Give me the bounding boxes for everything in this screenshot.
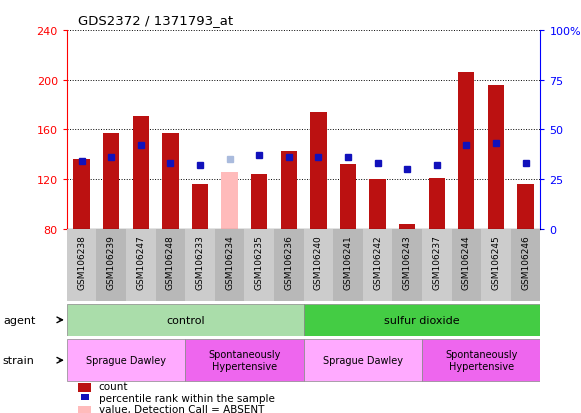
Bar bbox=[126, 229, 156, 301]
Text: GSM106237: GSM106237 bbox=[432, 235, 441, 290]
Text: percentile rank within the sample: percentile rank within the sample bbox=[99, 393, 275, 403]
Text: GSM106238: GSM106238 bbox=[77, 235, 86, 290]
Bar bbox=[185, 339, 304, 381]
Bar bbox=[511, 229, 540, 301]
Bar bbox=[245, 229, 274, 301]
Bar bbox=[274, 229, 304, 301]
Bar bbox=[488, 85, 504, 229]
Text: GSM106234: GSM106234 bbox=[225, 235, 234, 290]
Bar bbox=[156, 229, 185, 301]
Text: GSM106246: GSM106246 bbox=[521, 235, 530, 290]
Text: Sprague Dawley: Sprague Dawley bbox=[86, 355, 166, 366]
Bar bbox=[481, 229, 511, 301]
Bar bbox=[132, 116, 149, 229]
Text: GSM106236: GSM106236 bbox=[284, 235, 293, 290]
Bar bbox=[251, 175, 267, 229]
Bar bbox=[67, 339, 185, 381]
Bar bbox=[96, 229, 126, 301]
Text: GSM106245: GSM106245 bbox=[492, 235, 500, 290]
Text: GSM106242: GSM106242 bbox=[373, 235, 382, 290]
Bar bbox=[303, 339, 422, 381]
Text: GSM106241: GSM106241 bbox=[343, 235, 353, 290]
Bar bbox=[518, 185, 534, 229]
Bar bbox=[392, 229, 422, 301]
Bar bbox=[67, 304, 303, 336]
Bar bbox=[185, 229, 215, 301]
Bar bbox=[310, 113, 327, 229]
Bar bbox=[215, 229, 245, 301]
Text: agent: agent bbox=[3, 315, 35, 325]
Bar bbox=[221, 172, 238, 229]
Text: strain: strain bbox=[3, 355, 35, 366]
Text: GDS2372 / 1371793_at: GDS2372 / 1371793_at bbox=[78, 14, 234, 27]
Bar bbox=[429, 178, 445, 229]
Text: Sprague Dawley: Sprague Dawley bbox=[323, 355, 403, 366]
Text: GSM106247: GSM106247 bbox=[137, 235, 145, 290]
Text: GSM106244: GSM106244 bbox=[462, 235, 471, 290]
Text: Spontaneously
Hypertensive: Spontaneously Hypertensive bbox=[445, 349, 517, 371]
Text: control: control bbox=[166, 315, 205, 325]
Bar bbox=[73, 160, 89, 229]
Bar bbox=[422, 229, 451, 301]
Bar bbox=[399, 224, 415, 229]
Bar bbox=[192, 185, 208, 229]
Text: sulfur dioxide: sulfur dioxide bbox=[384, 315, 460, 325]
Text: GSM106235: GSM106235 bbox=[254, 235, 264, 290]
Bar bbox=[333, 229, 363, 301]
Bar bbox=[458, 73, 475, 229]
Text: GSM106240: GSM106240 bbox=[314, 235, 323, 290]
Bar bbox=[162, 134, 178, 229]
Text: GSM106239: GSM106239 bbox=[107, 235, 116, 290]
Text: GSM106248: GSM106248 bbox=[166, 235, 175, 290]
Text: GSM106233: GSM106233 bbox=[195, 235, 205, 290]
Bar bbox=[281, 151, 297, 229]
Bar bbox=[67, 229, 96, 301]
Text: GSM106243: GSM106243 bbox=[403, 235, 412, 290]
Bar bbox=[451, 229, 481, 301]
Bar bbox=[363, 229, 392, 301]
Text: value, Detection Call = ABSENT: value, Detection Call = ABSENT bbox=[99, 404, 264, 413]
Bar bbox=[340, 165, 356, 229]
Text: Spontaneously
Hypertensive: Spontaneously Hypertensive bbox=[208, 349, 281, 371]
Bar bbox=[370, 180, 386, 229]
Bar bbox=[303, 304, 540, 336]
Bar bbox=[103, 134, 119, 229]
Text: count: count bbox=[99, 381, 128, 391]
Bar bbox=[422, 339, 540, 381]
Bar bbox=[303, 229, 333, 301]
